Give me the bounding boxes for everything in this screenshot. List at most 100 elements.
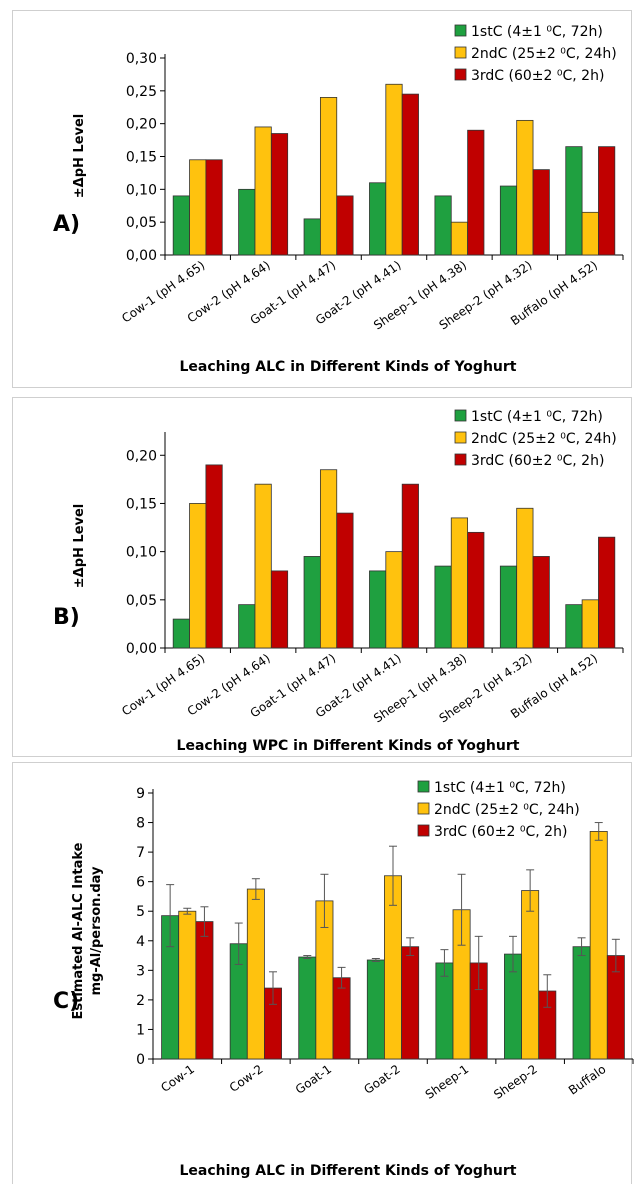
- bar-1-4: [366, 959, 385, 1060]
- bar-2-6: [516, 119, 534, 256]
- legend-label: 2ndC (25±2 ⁰C, 24h): [471, 431, 617, 447]
- y-tick-label: 8: [136, 816, 145, 832]
- bar-3-3: [332, 977, 351, 1060]
- y-axis-label-unit: mg-Al/person.day: [89, 866, 104, 996]
- x-tick-label: Cow-1: [158, 1062, 197, 1095]
- x-axis-title: Leaching ALC in Different Kinds of Yoghu…: [180, 1163, 517, 1179]
- y-axis-label: Estimated Al-ALC Intake: [71, 842, 86, 1019]
- y-tick-label: 6: [136, 875, 145, 891]
- bar-3-4: [401, 946, 420, 1060]
- bar-2-1: [189, 503, 207, 649]
- panel-label: B): [53, 605, 80, 630]
- bar-2-2: [254, 483, 272, 649]
- bar-2-2: [254, 126, 272, 256]
- bar-2-3: [319, 469, 338, 649]
- bar-2-3: [319, 97, 338, 256]
- bar-1-2: [238, 604, 256, 649]
- bar-1-1: [172, 618, 190, 649]
- legend-label: 1stC (4±1 ⁰C, 72h): [471, 409, 603, 425]
- bar-1-2: [238, 188, 256, 256]
- bar-1-3: [303, 218, 321, 256]
- bar-2-6: [521, 890, 540, 1060]
- bar-3-6: [532, 556, 550, 649]
- bar-1-1: [172, 195, 190, 256]
- legend-label: 1stC (4±1 ⁰C, 72h): [434, 780, 566, 796]
- bar-2-7: [581, 599, 599, 649]
- bar-1-4: [369, 182, 387, 256]
- legend-label: 2ndC (25±2 ⁰C, 24h): [434, 802, 580, 818]
- bar-2-4: [385, 551, 403, 649]
- bar-1-4: [369, 570, 387, 649]
- bar-3-7: [598, 536, 616, 649]
- panel-label: A): [53, 212, 80, 237]
- y-tick-label: 0,15: [126, 150, 157, 166]
- bar-1-3: [298, 956, 317, 1060]
- legend-swatch: [454, 431, 467, 444]
- bar-3-1: [205, 464, 223, 649]
- y-tick-label: 9: [136, 786, 145, 802]
- bar-2-2: [246, 888, 265, 1060]
- x-tick-label: Sheep-2: [491, 1062, 540, 1102]
- legend-swatch: [454, 68, 467, 81]
- y-tick-label: 0,00: [126, 641, 157, 657]
- legend-swatch: [454, 24, 467, 37]
- chart-panel-b: B) ±ΔpH Level 0,00 0,05 0,10 0,15 0,20 Cow-1 (p…: [12, 397, 632, 757]
- bar-2-7: [581, 211, 599, 256]
- bar-3-4: [401, 483, 419, 649]
- bar-2-6: [516, 507, 534, 649]
- bar-3-1: [205, 159, 223, 256]
- y-tick-label: 0,10: [126, 182, 157, 198]
- x-axis-title: Leaching WPC in Different Kinds of Yoghu…: [177, 738, 520, 754]
- y-tick-label: 0,10: [126, 545, 157, 561]
- legend-label: 2ndC (25±2 ⁰C, 24h): [471, 46, 617, 62]
- y-tick-label: 0,30: [126, 51, 157, 67]
- y-tick-label: 0,20: [126, 117, 157, 133]
- y-tick-label: 0,00: [126, 248, 157, 264]
- chart-c: C)Estimated Al-ALC Intake mg-Al/person.da…: [53, 780, 634, 1179]
- legend-swatch: [454, 453, 467, 466]
- bar-1-5: [434, 195, 452, 256]
- bar-3-3: [336, 195, 354, 256]
- legend-label: 3rdC (60±2 ⁰C, 2h): [471, 453, 604, 469]
- y-tick-label: 0,15: [126, 496, 157, 512]
- chart-a: A) ±ΔpH Level 0,00 0,05 0,10 0,15 0,20 0,25 0,30…: [53, 24, 624, 375]
- bar-2-5: [450, 221, 469, 256]
- y-tick-label: 2: [136, 993, 145, 1009]
- y-tick-label: 0,05: [126, 593, 157, 609]
- y-tick-label: 1: [136, 1022, 145, 1038]
- bar-1-3: [303, 556, 321, 649]
- bar-1-5: [435, 962, 454, 1060]
- y-tick-label: 4: [136, 934, 145, 950]
- bar-3-2: [270, 570, 289, 649]
- bar-2-4: [385, 83, 403, 256]
- bar-2-5: [450, 517, 469, 649]
- bar-1-7: [565, 604, 583, 649]
- bar-1-6: [499, 565, 518, 649]
- y-tick-label: 3: [136, 963, 145, 979]
- y-tick-label: 0,25: [126, 84, 157, 100]
- legend-label: 1stC (4±1 ⁰C, 72h): [471, 24, 603, 40]
- bar-1-5: [434, 565, 452, 649]
- y-tick-label: 0,05: [126, 215, 157, 231]
- y-tick-label: 5: [136, 904, 145, 920]
- x-tick-label: Goat-2: [361, 1062, 402, 1097]
- bar-1-7: [572, 946, 591, 1060]
- panel-label: C): [53, 989, 79, 1014]
- bar-2-7: [589, 831, 608, 1060]
- x-tick-label: Buffalo: [566, 1062, 609, 1098]
- x-axis-title: Leaching ALC in Different Kinds of Yoghu…: [180, 359, 517, 375]
- bar-3-4: [401, 93, 419, 256]
- bar-3-2: [270, 133, 289, 256]
- legend-swatch: [417, 824, 430, 837]
- legend-swatch: [417, 780, 430, 793]
- bar-3-5: [467, 531, 485, 649]
- bar-3-5: [467, 129, 485, 256]
- y-tick-label: 0,20: [126, 448, 157, 464]
- y-tick-label: 7: [136, 845, 145, 861]
- legend-label: 3rdC (60±2 ⁰C, 2h): [471, 68, 604, 84]
- legend-swatch: [417, 802, 430, 815]
- bar-3-7: [598, 146, 616, 256]
- chart-panel-a: A) ±ΔpH Level 0,00 0,05 0,10 0,15 0,20 0,25 0,30…: [12, 10, 632, 388]
- legend-swatch: [454, 409, 467, 422]
